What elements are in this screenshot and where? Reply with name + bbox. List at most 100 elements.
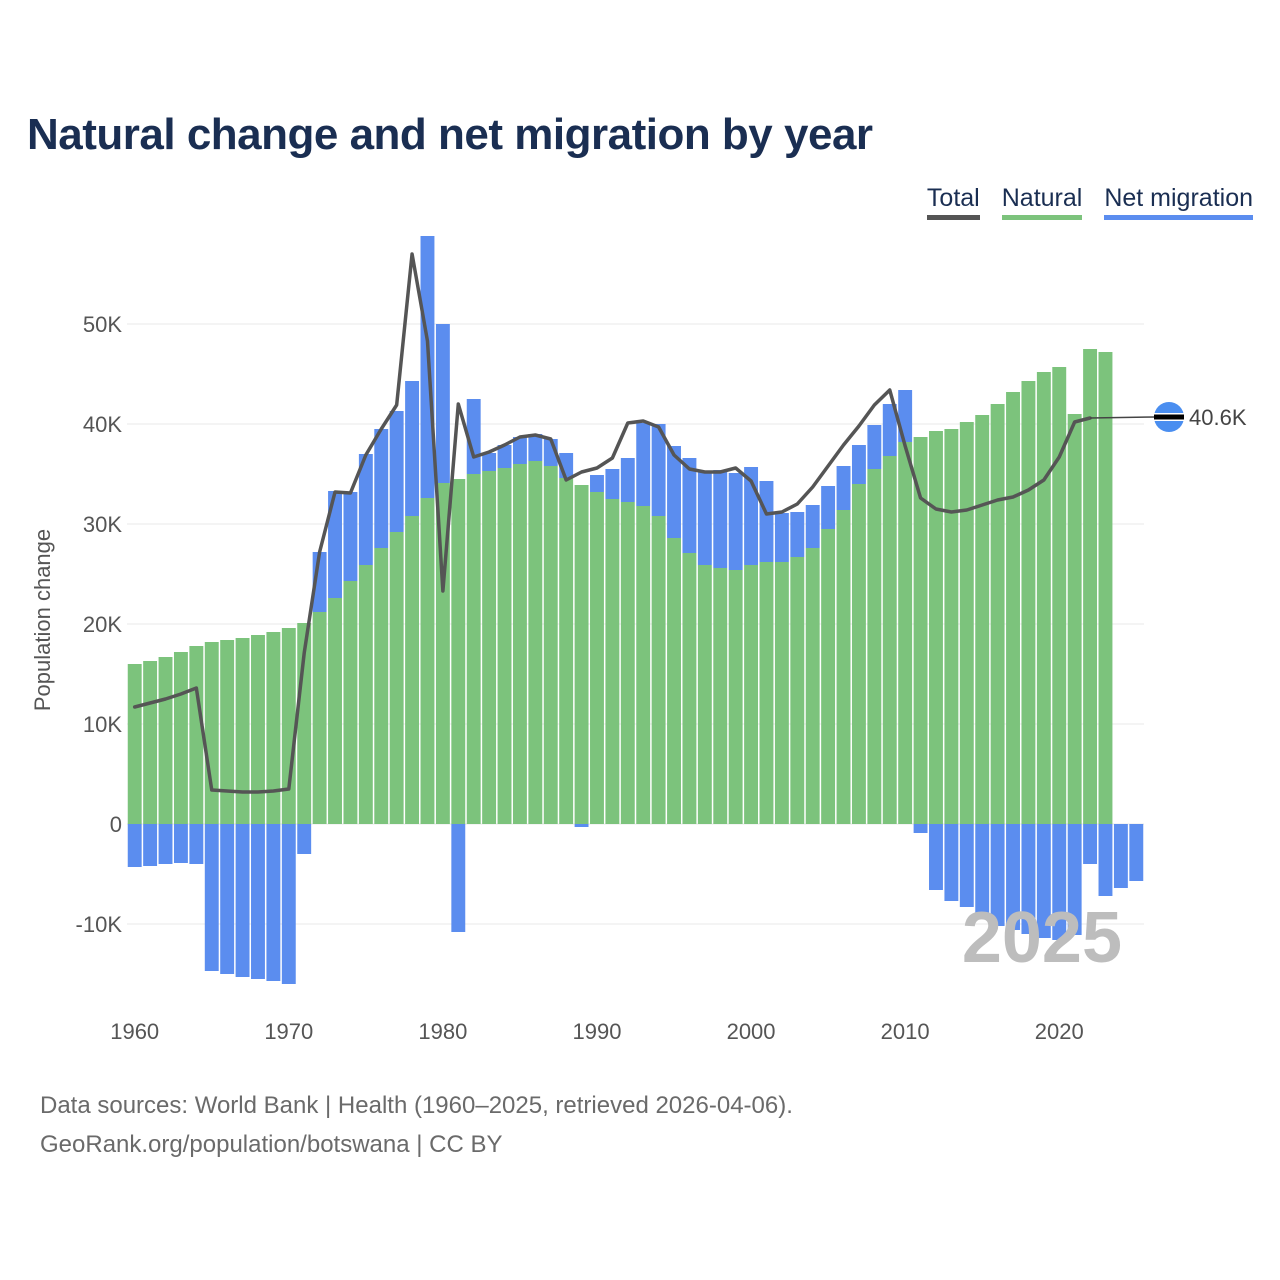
natural-bar: [774, 562, 789, 824]
net-migration-bar: [435, 324, 450, 483]
net-migration-bars: [127, 236, 1144, 984]
net-migration-bar: [389, 411, 404, 532]
net-migration-bar: [944, 824, 959, 901]
net-migration-bar: [990, 824, 1005, 926]
net-migration-bar: [805, 505, 820, 548]
natural-bar: [990, 404, 1005, 824]
natural-bar: [220, 640, 235, 824]
natural-bar: [204, 642, 219, 824]
x-tick-label: 2010: [881, 1019, 930, 1044]
net-migration-bar: [251, 824, 265, 979]
x-tick-label: 1970: [264, 1019, 313, 1044]
net-migration-bar: [913, 824, 928, 833]
net-migration-bar: [497, 445, 512, 468]
year-watermark: 2025: [962, 898, 1122, 978]
legend-item-natural[interactable]: Natural: [1001, 183, 1083, 220]
natural-bar: [281, 628, 296, 824]
natural-bar: [389, 532, 404, 824]
y-tick-label: 10K: [83, 712, 122, 737]
net-migration-bar: [512, 437, 527, 464]
natural-bar: [374, 548, 389, 824]
net-migration-bar: [1021, 824, 1036, 934]
y-tick-label: 40K: [83, 412, 122, 437]
natural-bar: [898, 442, 913, 824]
natural-bar: [913, 437, 928, 824]
net-migration-bar: [528, 434, 543, 461]
natural-bar: [559, 478, 574, 824]
natural-bar: [1067, 414, 1082, 824]
net-migration-bar: [266, 824, 281, 981]
net-migration-bar: [1113, 824, 1128, 888]
net-migration-bar: [297, 824, 312, 854]
natural-bar: [944, 429, 959, 824]
y-tick-label: 30K: [83, 512, 122, 537]
net-migration-bar: [882, 404, 897, 456]
net-migration-bar: [189, 824, 204, 864]
natural-bar: [420, 498, 435, 824]
net-migration-bar: [728, 473, 743, 570]
natural-bar: [636, 506, 651, 824]
natural-bar: [173, 652, 188, 824]
y-tick-label: 20K: [83, 612, 122, 637]
natural-bar: [697, 565, 712, 824]
net-migration-bar: [1067, 824, 1082, 935]
natural-bar: [1006, 392, 1020, 824]
x-tick-label: 2000: [727, 1019, 776, 1044]
net-migration-bar: [713, 470, 728, 568]
natural-bar: [189, 646, 204, 824]
natural-bar: [836, 510, 851, 824]
net-migration-bar: [482, 453, 497, 471]
y-tick-label: 50K: [83, 312, 122, 337]
footer: Data sources: World Bank | Health (1960–…: [40, 1086, 793, 1164]
net-migration-bar: [1006, 824, 1020, 930]
natural-bar: [451, 479, 466, 824]
legend-item-total[interactable]: Total: [926, 183, 980, 220]
natural-bar: [158, 657, 173, 824]
net-migration-bar: [636, 423, 651, 506]
net-migration-bar: [451, 824, 466, 932]
net-migration-bar: [929, 824, 943, 890]
natural-bar: [1083, 349, 1098, 824]
natural-bar: [466, 474, 481, 824]
natural-bar: [975, 415, 990, 824]
net-migration-bar: [790, 512, 805, 557]
footer-attribution[interactable]: GeoRank.org/population/botswana | CC BY: [40, 1131, 503, 1158]
net-migration-bar: [1052, 824, 1067, 940]
legend-item-net-migration[interactable]: Net migration: [1104, 183, 1253, 220]
net-migration-bar: [358, 454, 373, 565]
natural-bar: [821, 529, 836, 824]
natural-bar: [251, 635, 265, 824]
natural-bar: [143, 661, 158, 824]
end-value-label: 40.6K: [1189, 405, 1247, 430]
natural-bar: [713, 568, 728, 824]
net-migration-bar: [651, 424, 666, 516]
net-migration-bar: [697, 471, 712, 565]
natural-bar: [1036, 372, 1051, 824]
y-axis-ticks: -10K 0 10K 20K 30K 40K 50K: [76, 312, 123, 937]
net-migration-bar: [235, 824, 250, 977]
y-tick-label: 0: [110, 812, 122, 837]
footer-sources: Data sources: World Bank | Health (1960–…: [40, 1092, 793, 1119]
natural-bar: [543, 466, 558, 824]
net-migration-bar: [204, 824, 219, 971]
net-migration-bar: [220, 824, 235, 974]
natural-bar: [528, 461, 543, 824]
legend: Total Natural Net migration: [926, 183, 1253, 220]
gridlines: [127, 323, 1144, 925]
x-tick-label: 1980: [418, 1019, 467, 1044]
x-tick-label: 1990: [573, 1019, 622, 1044]
natural-bar: [266, 632, 281, 824]
net-migration-bar: [759, 481, 774, 562]
y-axis-title: Population change: [30, 529, 55, 711]
natural-bar: [574, 485, 589, 824]
natural-bar: [620, 502, 635, 824]
natural-bar: [127, 664, 142, 824]
natural-bar: [328, 598, 342, 824]
net-migration-bar: [158, 824, 173, 864]
natural-bar: [235, 638, 250, 824]
x-tick-label: 1960: [110, 1019, 159, 1044]
natural-bar: [851, 484, 866, 824]
net-migration-bar: [590, 475, 604, 492]
y-tick-label: -10K: [76, 912, 123, 937]
